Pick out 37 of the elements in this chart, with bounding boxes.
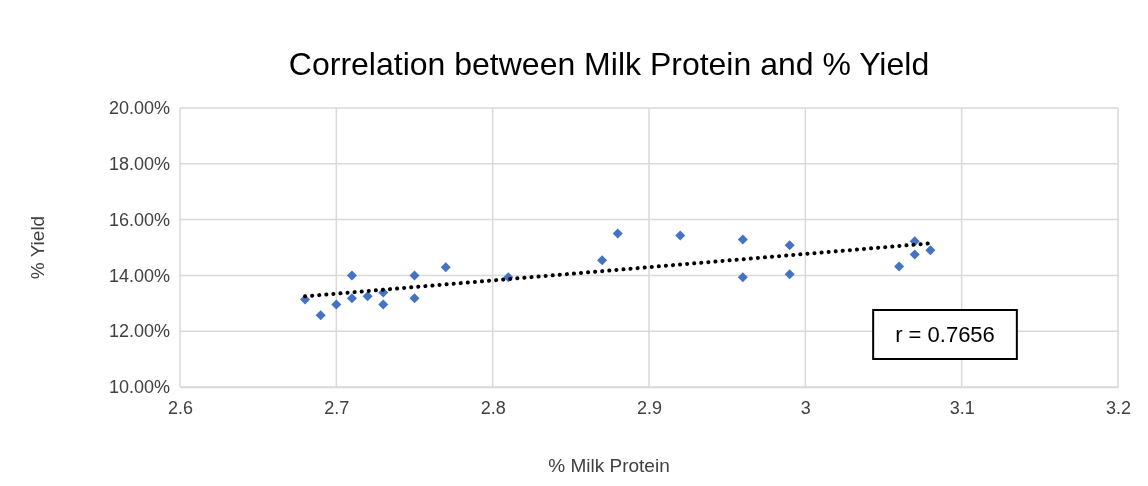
y-tick-label: 10.00%: [108, 377, 170, 398]
y-tick-label: 12.00%: [108, 321, 170, 342]
point: [909, 249, 920, 260]
point: [784, 240, 795, 251]
point: [925, 245, 936, 256]
x-tick-label: 2.9: [636, 397, 663, 418]
point: [612, 228, 623, 239]
point: [409, 270, 420, 281]
chart-title: Correlation between Milk Protein and % Yield: [288, 46, 930, 82]
x-tick-label: 3.2: [1105, 397, 1132, 418]
point: [315, 310, 326, 321]
point: [346, 270, 357, 281]
point: [675, 230, 686, 241]
x-tick-label: 2.6: [167, 397, 194, 418]
x-tick-label: 3: [800, 397, 811, 418]
annotation: r = 0.7656: [895, 322, 995, 347]
point: [362, 291, 373, 302]
x-tick-label: 2.8: [480, 397, 506, 418]
x-axis-title: % Milk Protein: [548, 455, 670, 476]
point: [378, 299, 389, 310]
point: [409, 293, 420, 304]
point: [346, 293, 357, 304]
y-tick-label: 16.00%: [108, 209, 170, 230]
point: [440, 262, 451, 273]
text-box: r = 0.7656: [872, 309, 1018, 360]
point: [331, 299, 342, 310]
point: [737, 272, 748, 283]
point: [737, 234, 748, 245]
y-axis-title: % Yield: [27, 215, 48, 280]
y-tick-label: 18.00%: [108, 154, 170, 175]
y-tick-label: 20.00%: [108, 98, 170, 119]
x-tick-label: 3.1: [949, 397, 975, 418]
y-tick-label: 14.00%: [108, 265, 170, 286]
x-tick-label: 2.7: [324, 397, 350, 418]
point: [784, 269, 795, 280]
point: [597, 255, 608, 266]
point: [894, 261, 905, 272]
